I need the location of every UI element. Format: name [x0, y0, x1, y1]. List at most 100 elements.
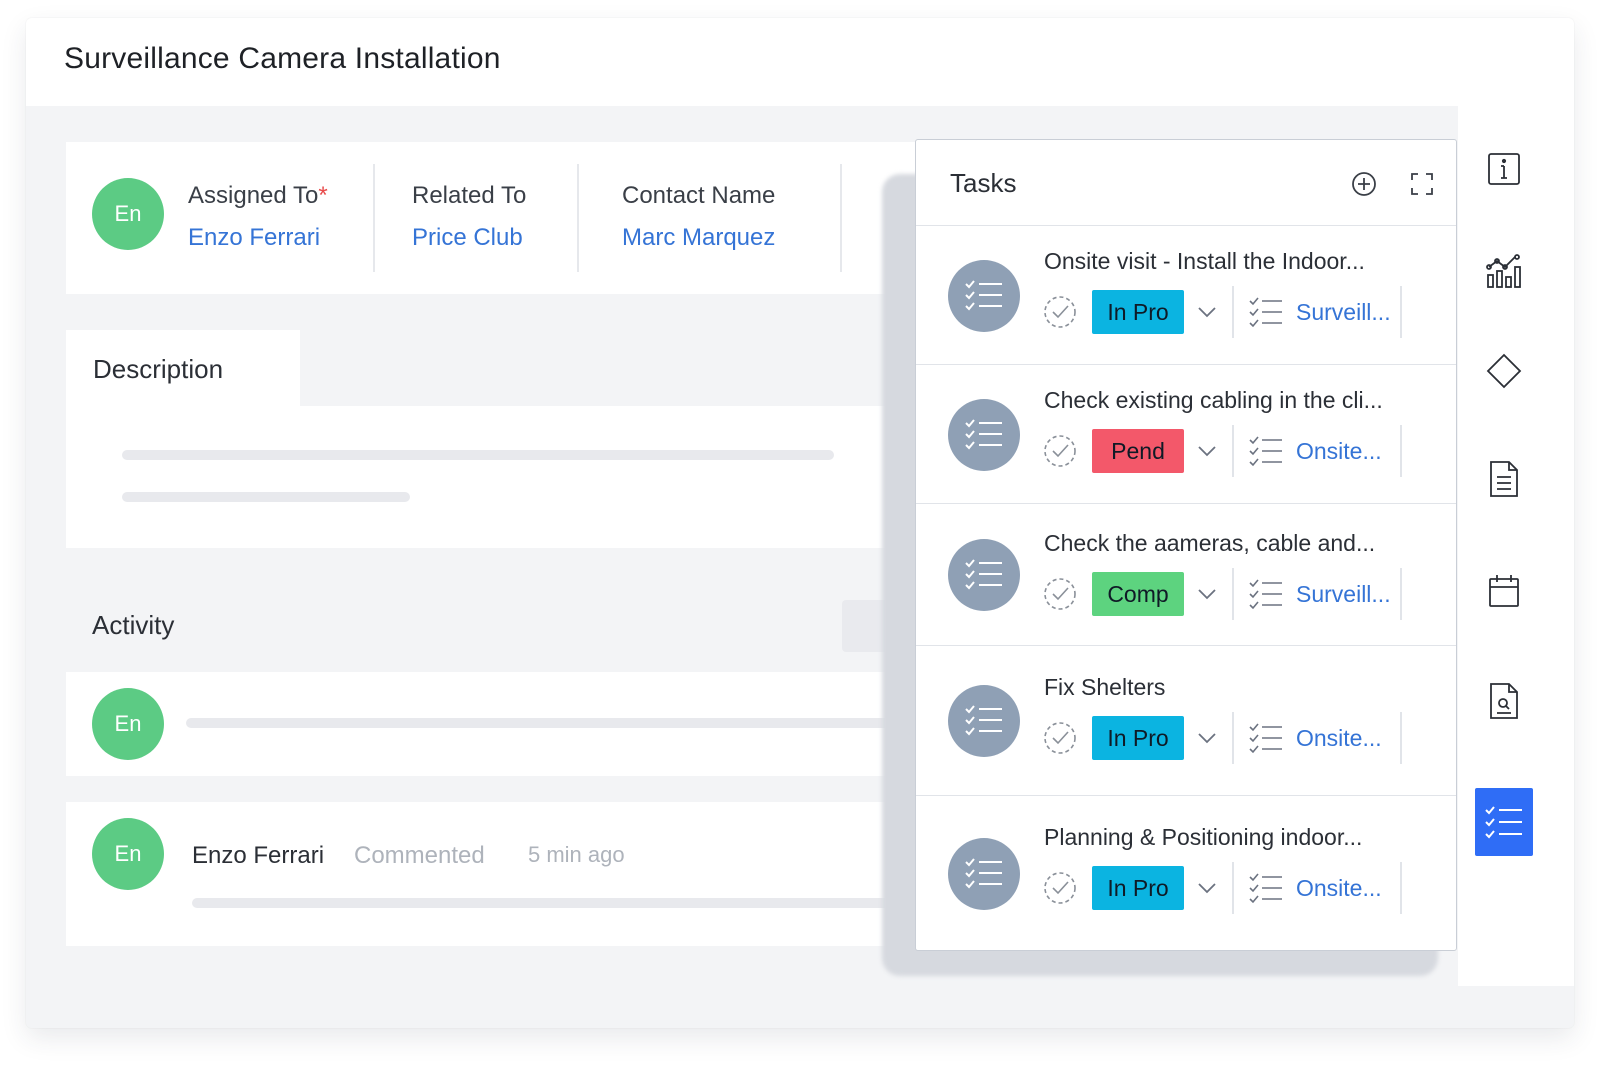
- complete-check-icon[interactable]: [1042, 576, 1078, 612]
- contact-name-link[interactable]: Marc Marquez: [622, 224, 776, 251]
- description-tab-label: Description: [93, 354, 224, 384]
- page-title: Surveillance Camera Installation: [64, 42, 501, 75]
- chevron-down-icon[interactable]: [1192, 297, 1222, 327]
- info-icon[interactable]: [1475, 140, 1533, 198]
- document-icon[interactable]: [1475, 450, 1533, 508]
- task-meta: Pend Onsite...: [1042, 425, 1402, 477]
- related-record-link[interactable]: Surveill...: [1296, 298, 1391, 325]
- divider: [1400, 286, 1402, 338]
- task-row[interactable]: Onsite visit - Install the Indoor... In P…: [916, 226, 1456, 365]
- checklist-icon: [1249, 723, 1282, 754]
- divider: [1232, 712, 1234, 764]
- activity-title: Activity: [92, 610, 175, 640]
- chevron-down-icon[interactable]: [1192, 873, 1222, 903]
- divider: [840, 164, 842, 272]
- divider: [1400, 862, 1402, 914]
- task-list-icon: [965, 705, 1002, 736]
- divider: [1400, 568, 1402, 620]
- related-to-link[interactable]: Price Club: [412, 224, 523, 251]
- activity-entry: En Enzo Ferrari Commented 5 min ago: [66, 802, 946, 946]
- complete-check-icon[interactable]: [1042, 294, 1078, 330]
- task-avatar: [948, 838, 1020, 910]
- tasks-title: Tasks: [950, 168, 1017, 198]
- report-icon[interactable]: [1475, 672, 1533, 730]
- status-badge[interactable]: In Pro: [1092, 866, 1184, 910]
- task-row[interactable]: Check existing cabling in the cli... Pend…: [916, 365, 1456, 504]
- assigned-to-field: Assigned To* Enzo Ferrari: [188, 182, 328, 252]
- divider: [1400, 425, 1402, 477]
- contact-name-label: Contact Name: [622, 182, 776, 209]
- tab-description[interactable]: Description: [66, 330, 300, 406]
- skeleton-line: [122, 492, 410, 502]
- task-avatar: [948, 260, 1020, 332]
- task-title[interactable]: Check the aameras, cable and...: [1044, 530, 1376, 556]
- task-list-icon[interactable]: [1475, 788, 1533, 856]
- status-badge[interactable]: Comp: [1092, 572, 1184, 616]
- task-title[interactable]: Fix Shelters: [1044, 674, 1166, 700]
- task-meta: In Pro Onsite...: [1042, 862, 1402, 914]
- task-row[interactable]: Fix Shelters In Pro Onsite...: [916, 646, 1456, 796]
- complete-check-icon[interactable]: [1042, 433, 1078, 469]
- task-title[interactable]: Check existing cabling in the cli...: [1044, 387, 1383, 413]
- chevron-down-icon[interactable]: [1192, 723, 1222, 753]
- activity-action: Commented: [354, 842, 485, 869]
- divider: [1232, 862, 1234, 914]
- complete-check-icon[interactable]: [1042, 720, 1078, 756]
- task-list-icon: [965, 419, 1002, 450]
- required-mark: *: [318, 182, 328, 209]
- chevron-down-icon[interactable]: [1192, 436, 1222, 466]
- calendar-icon[interactable]: [1475, 562, 1533, 620]
- skeleton-line: [186, 718, 926, 728]
- task-row[interactable]: Check the aameras, cable and... Comp Surve…: [916, 504, 1456, 646]
- divider: [1232, 568, 1234, 620]
- task-meta: In Pro Onsite...: [1042, 712, 1402, 764]
- description-card: [66, 406, 946, 548]
- task-list-icon: [965, 559, 1002, 590]
- status-badge[interactable]: In Pro: [1092, 716, 1184, 760]
- status-badge[interactable]: In Pro: [1092, 290, 1184, 334]
- complete-check-icon[interactable]: [1042, 870, 1078, 906]
- divider: [373, 164, 375, 272]
- add-task-icon[interactable]: [1348, 168, 1380, 200]
- analytics-icon[interactable]: [1475, 242, 1533, 300]
- checklist-icon: [1249, 873, 1282, 904]
- activity-composer[interactable]: En: [66, 672, 946, 776]
- divider: [1232, 425, 1234, 477]
- related-to-field: Related To Price Club: [412, 182, 526, 252]
- skeleton-line: [192, 898, 912, 908]
- related-to-label: Related To: [412, 182, 527, 209]
- diamond-icon[interactable]: [1475, 342, 1533, 400]
- assigned-to-link[interactable]: Enzo Ferrari: [188, 224, 321, 251]
- tasks-header: Tasks: [916, 140, 1456, 226]
- status-badge[interactable]: Pend: [1092, 429, 1184, 473]
- expand-icon[interactable]: [1406, 168, 1438, 200]
- task-title[interactable]: Onsite visit - Install the Indoor...: [1044, 248, 1365, 274]
- task-list-icon: [965, 858, 1002, 889]
- task-row[interactable]: Planning & Positioning indoor... In Pro On…: [916, 796, 1456, 950]
- contact-name-field: Contact Name Marc Marquez: [622, 182, 775, 252]
- avatar: En: [92, 818, 164, 890]
- checklist-icon: [1249, 579, 1282, 610]
- checklist-icon: [1249, 436, 1282, 467]
- page-header: Surveillance Camera Installation: [26, 18, 1574, 106]
- task-list-icon: [965, 280, 1002, 311]
- task-avatar: [948, 399, 1020, 471]
- chevron-down-icon[interactable]: [1192, 579, 1222, 609]
- divider: [1232, 286, 1234, 338]
- related-record-link[interactable]: Onsite...: [1296, 874, 1382, 901]
- right-rail: [1458, 106, 1574, 986]
- task-avatar: [948, 685, 1020, 757]
- task-title[interactable]: Planning & Positioning indoor...: [1044, 824, 1363, 850]
- app-window: Surveillance Camera Installation En Assi…: [26, 18, 1574, 1028]
- record-fields-card: En Assigned To* Enzo Ferrari Related To …: [66, 142, 946, 294]
- assigned-to-label: Assigned To: [188, 182, 319, 209]
- task-meta: Comp Surveill...: [1042, 568, 1402, 620]
- activity-author[interactable]: Enzo Ferrari: [192, 842, 325, 869]
- related-record-link[interactable]: Onsite...: [1296, 437, 1382, 464]
- avatar: En: [92, 688, 164, 760]
- related-record-link[interactable]: Onsite...: [1296, 724, 1382, 751]
- activity-timestamp: 5 min ago: [528, 842, 625, 867]
- related-record-link[interactable]: Surveill...: [1296, 580, 1391, 607]
- skeleton-line: [122, 450, 834, 460]
- avatar: En: [92, 178, 164, 250]
